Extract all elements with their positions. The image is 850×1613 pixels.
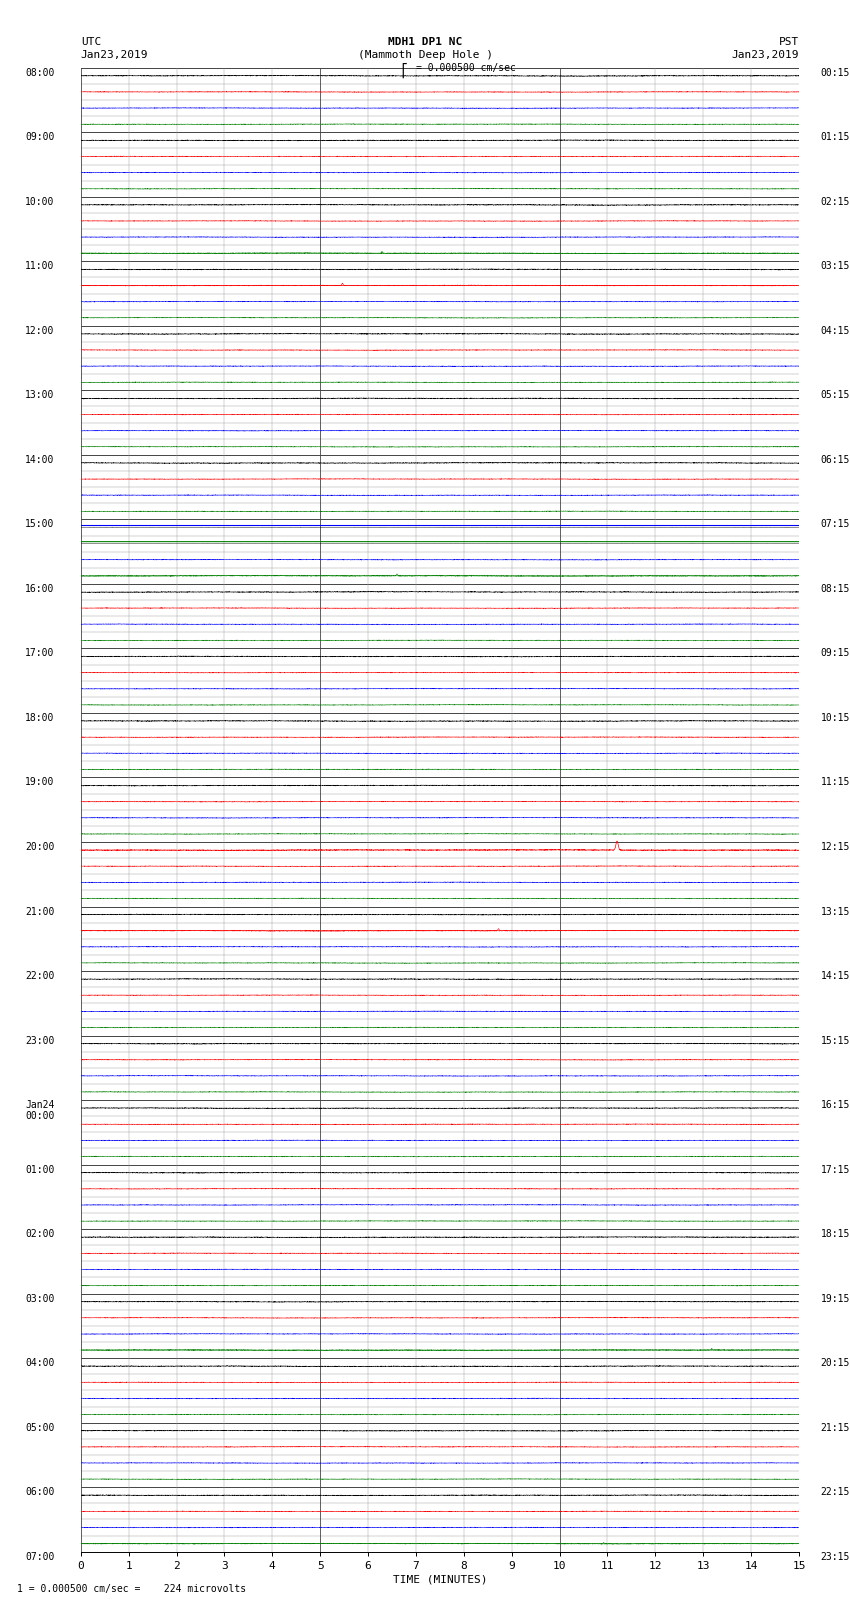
Text: 06:00: 06:00 [25, 1487, 54, 1497]
Text: 04:00: 04:00 [25, 1358, 54, 1368]
Text: 15:15: 15:15 [820, 1036, 850, 1045]
Text: 01:00: 01:00 [25, 1165, 54, 1174]
Text: 16:00: 16:00 [25, 584, 54, 594]
Text: 13:00: 13:00 [25, 390, 54, 400]
Text: 10:15: 10:15 [820, 713, 850, 723]
Text: 20:15: 20:15 [820, 1358, 850, 1368]
Text: 09:15: 09:15 [820, 648, 850, 658]
Text: 12:00: 12:00 [25, 326, 54, 336]
Text: 21:00: 21:00 [25, 907, 54, 916]
Text: = 0.000500 cm/sec: = 0.000500 cm/sec [416, 63, 516, 73]
Text: 10:00: 10:00 [25, 197, 54, 206]
Text: 22:00: 22:00 [25, 971, 54, 981]
Text: 17:00: 17:00 [25, 648, 54, 658]
Text: 06:15: 06:15 [820, 455, 850, 465]
Text: Jan23,2019: Jan23,2019 [81, 50, 148, 60]
Text: 07:00: 07:00 [25, 1552, 54, 1561]
Text: 01:15: 01:15 [820, 132, 850, 142]
Text: Jan23,2019: Jan23,2019 [732, 50, 799, 60]
Text: 19:00: 19:00 [25, 777, 54, 787]
Text: 18:15: 18:15 [820, 1229, 850, 1239]
Text: 03:00: 03:00 [25, 1294, 54, 1303]
Text: 16:15: 16:15 [820, 1100, 850, 1110]
Text: 05:00: 05:00 [25, 1423, 54, 1432]
Text: (Mammoth Deep Hole ): (Mammoth Deep Hole ) [358, 50, 492, 60]
Text: 1 = 0.000500 cm/sec =    224 microvolts: 1 = 0.000500 cm/sec = 224 microvolts [17, 1584, 246, 1594]
X-axis label: TIME (MINUTES): TIME (MINUTES) [393, 1574, 487, 1586]
Text: 04:15: 04:15 [820, 326, 850, 336]
Text: 03:15: 03:15 [820, 261, 850, 271]
Text: 19:15: 19:15 [820, 1294, 850, 1303]
Text: 18:00: 18:00 [25, 713, 54, 723]
Text: 07:15: 07:15 [820, 519, 850, 529]
Text: 05:15: 05:15 [820, 390, 850, 400]
Text: ⎡: ⎡ [400, 63, 407, 77]
Text: 14:00: 14:00 [25, 455, 54, 465]
Text: 22:15: 22:15 [820, 1487, 850, 1497]
Text: 11:15: 11:15 [820, 777, 850, 787]
Text: 15:00: 15:00 [25, 519, 54, 529]
Text: 00:15: 00:15 [820, 68, 850, 77]
Text: 02:00: 02:00 [25, 1229, 54, 1239]
Text: 08:15: 08:15 [820, 584, 850, 594]
Text: 12:15: 12:15 [820, 842, 850, 852]
Text: 17:15: 17:15 [820, 1165, 850, 1174]
Text: 13:15: 13:15 [820, 907, 850, 916]
Text: 14:15: 14:15 [820, 971, 850, 981]
Text: Jan24
00:00: Jan24 00:00 [25, 1100, 54, 1121]
Text: 11:00: 11:00 [25, 261, 54, 271]
Text: 23:15: 23:15 [820, 1552, 850, 1561]
Text: 02:15: 02:15 [820, 197, 850, 206]
Text: 23:00: 23:00 [25, 1036, 54, 1045]
Text: 09:00: 09:00 [25, 132, 54, 142]
Text: UTC: UTC [81, 37, 101, 47]
Text: MDH1 DP1 NC: MDH1 DP1 NC [388, 37, 462, 47]
Text: 20:00: 20:00 [25, 842, 54, 852]
Text: PST: PST [779, 37, 799, 47]
Text: 21:15: 21:15 [820, 1423, 850, 1432]
Text: 08:00: 08:00 [25, 68, 54, 77]
